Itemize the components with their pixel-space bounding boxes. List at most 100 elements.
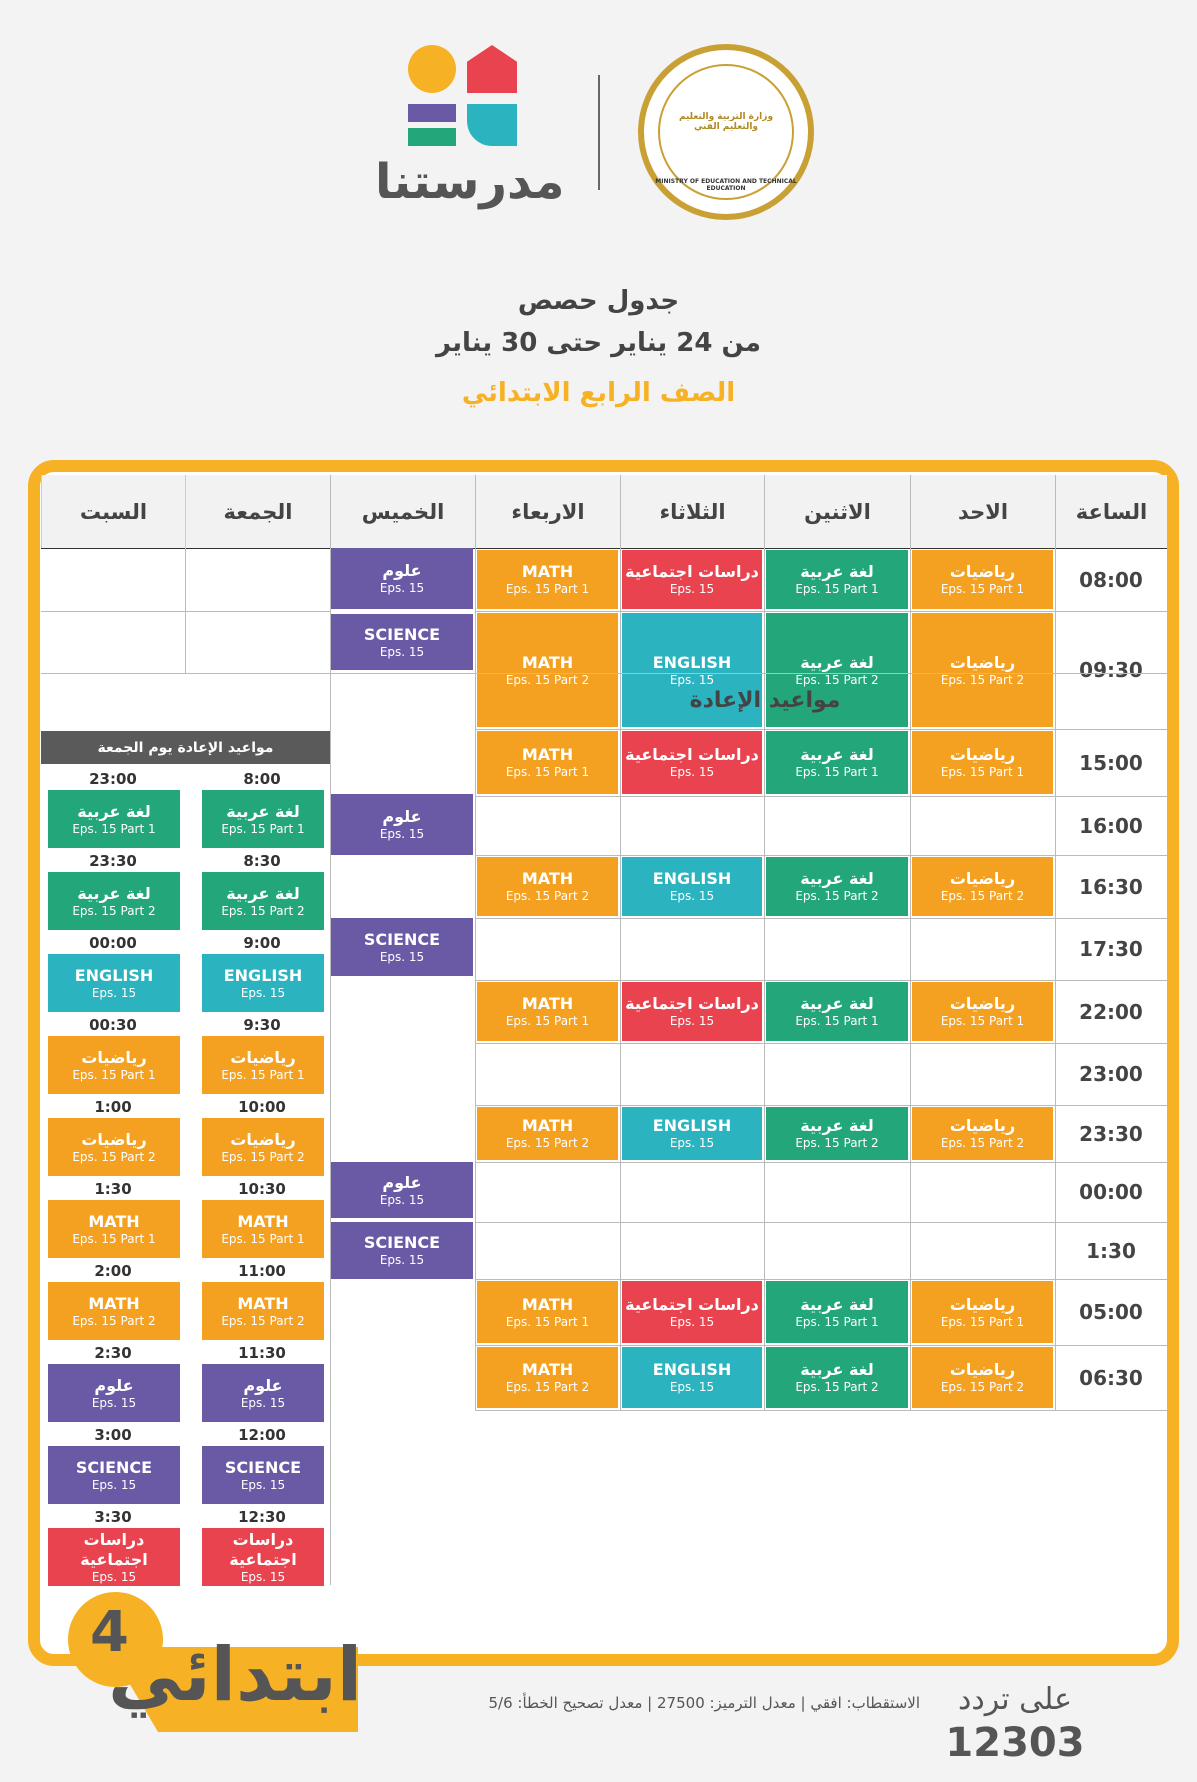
replay-class-cell: رياضيات Eps. 15 Part 1	[202, 1036, 324, 1094]
grade-badge: 4 ابتدائي	[68, 1592, 362, 1742]
class-cell: رياضيات Eps. 15 Part 2	[912, 1347, 1053, 1408]
subject-name: رياضيات	[81, 1129, 147, 1149]
subject-name: MATH	[521, 994, 574, 1013]
class-cell: رياضيات Eps. 15 Part 2	[912, 857, 1053, 916]
class-cell-thursday: SCIENCE Eps. 15	[331, 918, 473, 976]
row-divider	[475, 1162, 1167, 1163]
episode-label: Eps. 15 Part 1	[795, 765, 879, 779]
friday-replay-title: مواعيد الإعادة يوم الجمعة	[97, 739, 274, 756]
column-header: الثلاثاء	[620, 475, 764, 548]
row-divider	[475, 729, 1167, 730]
row-divider	[475, 855, 1167, 856]
subject-name: SCIENCE	[75, 1457, 153, 1477]
subject-name: لغة عربية	[77, 883, 151, 903]
episode-label: Eps. 15 Part 1	[72, 1067, 156, 1082]
episode-label: Eps. 15	[379, 1253, 425, 1267]
time-slot: 22:00	[1079, 999, 1143, 1024]
episode-label: Eps. 15 Part 1	[940, 1014, 1025, 1028]
episode-label: Eps. 15 Part 1	[221, 1231, 305, 1246]
replay-time: 10:30	[238, 1180, 286, 1198]
subject-name: MATH	[521, 1294, 574, 1314]
subject-name: لغة عربية	[800, 1360, 874, 1379]
episode-label: Eps. 15 Part 2	[940, 889, 1025, 903]
episode-label: Eps. 15	[240, 1477, 286, 1492]
subject-name: لغة عربية	[226, 801, 300, 821]
replay-class-cell: SCIENCE Eps. 15	[48, 1446, 180, 1504]
episode-label: Eps. 15 Part 2	[505, 1136, 590, 1150]
replay-class-cell: رياضيات Eps. 15 Part 2	[202, 1118, 324, 1176]
class-cell: دراسات اجتماعية Eps. 15	[622, 1281, 762, 1343]
subject-name: علوم	[94, 1375, 134, 1395]
episode-label: Eps. 15 Part 2	[221, 1149, 305, 1164]
class-cell: لغة عربية Eps. 15 Part 2	[766, 613, 908, 727]
subject-name: MATH	[521, 652, 574, 672]
episode-label: Eps. 15 Part 2	[795, 1380, 879, 1394]
time-slot: 16:00	[1079, 813, 1143, 838]
column-divider	[910, 475, 911, 1410]
subject-name: MATH	[521, 745, 574, 764]
class-cell: رياضيات Eps. 15 Part 2	[912, 1107, 1053, 1160]
subject-name: دراسات اجتماعية	[625, 745, 759, 764]
episode-label: Eps. 15 Part 1	[221, 821, 305, 836]
replay-class-cell: علوم Eps. 15	[48, 1364, 180, 1422]
episode-label: Eps. 15 Part 1	[940, 1314, 1025, 1329]
episode-label: Eps. 15 Part 1	[795, 1014, 879, 1028]
row-divider	[475, 1222, 1167, 1223]
episode-label: Eps. 15 Part 1	[795, 1314, 879, 1329]
subject-name: رياضيات	[949, 994, 1016, 1013]
subject-name: لغة عربية	[800, 994, 874, 1013]
time-slot: 00:00	[1079, 1180, 1143, 1204]
episode-label: Eps. 15	[379, 949, 425, 964]
subject-name: SCIENCE	[363, 624, 441, 644]
episode-label: Eps. 15 Part 1	[505, 1014, 590, 1028]
friday-replay-header: مواعيد الإعادة يوم الجمعة	[41, 731, 330, 764]
subject-name: رياضيات	[949, 652, 1016, 672]
row-divider	[475, 1105, 1167, 1106]
replay-time: 12:30	[238, 1508, 286, 1526]
class-cell: رياضيات Eps. 15 Part 2	[912, 613, 1053, 727]
class-cell: رياضيات Eps. 15 Part 1	[912, 731, 1053, 794]
episode-label: Eps. 15 Part 1	[221, 1067, 305, 1082]
subject-name: دراسات اجتماعية	[625, 1294, 759, 1314]
subject-name: MATH	[521, 869, 574, 888]
subject-name: لغة عربية	[800, 562, 874, 581]
madrasatuna-logo: مدرستنا	[375, 42, 565, 222]
divider	[598, 75, 600, 190]
seal-text-en: MINISTRY OF EDUCATION AND TECHNICAL EDUC…	[655, 178, 797, 192]
subject-name: رياضيات	[949, 1116, 1016, 1135]
episode-label: Eps. 15 Part 2	[505, 672, 590, 687]
episode-label: Eps. 15 Part 2	[72, 1313, 156, 1328]
class-cell: دراسات اجتماعية Eps. 15	[622, 550, 762, 609]
episode-label: Eps. 15 Part 1	[72, 821, 156, 836]
column-header: السبت	[41, 475, 185, 548]
episode-label: Eps. 15 Part 1	[72, 1231, 156, 1246]
replay-time: 1:00	[94, 1098, 132, 1116]
class-cell: رياضيات Eps. 15 Part 1	[912, 982, 1053, 1041]
header-divider	[41, 548, 1167, 549]
subject-name: MATH	[237, 1211, 289, 1231]
column-header: الجمعة	[185, 475, 330, 548]
class-cell: MATH Eps. 15 Part 1	[477, 550, 618, 609]
replay-time: 3:00	[94, 1426, 132, 1444]
episode-label: Eps. 15	[240, 1395, 286, 1410]
episode-label: Eps. 15 Part 1	[505, 1314, 590, 1329]
class-cell-thursday: علوم Eps. 15	[331, 1162, 473, 1218]
replay-time: 00:00	[89, 934, 137, 952]
grade-number: 4	[90, 1600, 129, 1665]
row-divider	[330, 673, 1167, 674]
class-cell: MATH Eps. 15 Part 1	[477, 731, 618, 794]
class-cell: MATH Eps. 15 Part 2	[477, 1107, 618, 1160]
replay-time: 8:00	[243, 770, 281, 788]
time-slot: 23:00	[1079, 1062, 1143, 1086]
subject-name: MATH	[237, 1293, 289, 1313]
subject-name: لغة عربية	[800, 1116, 874, 1135]
episode-label: Eps. 15 Part 2	[795, 672, 879, 687]
replay-class-cell: لغة عربية Eps. 15 Part 2	[48, 872, 180, 930]
subject-name: لغة عربية	[800, 652, 874, 672]
time-slot: 17:30	[1079, 937, 1143, 961]
subject-name: ENGLISH	[652, 1116, 732, 1135]
replay-class-cell: ENGLISH Eps. 15	[202, 954, 324, 1012]
date-range: من 24 يناير حتى 30 يناير	[436, 328, 761, 358]
class-cell: ENGLISH Eps. 15	[622, 857, 762, 916]
replay-class-cell: دراسات اجتماعية Eps. 15	[202, 1528, 324, 1586]
